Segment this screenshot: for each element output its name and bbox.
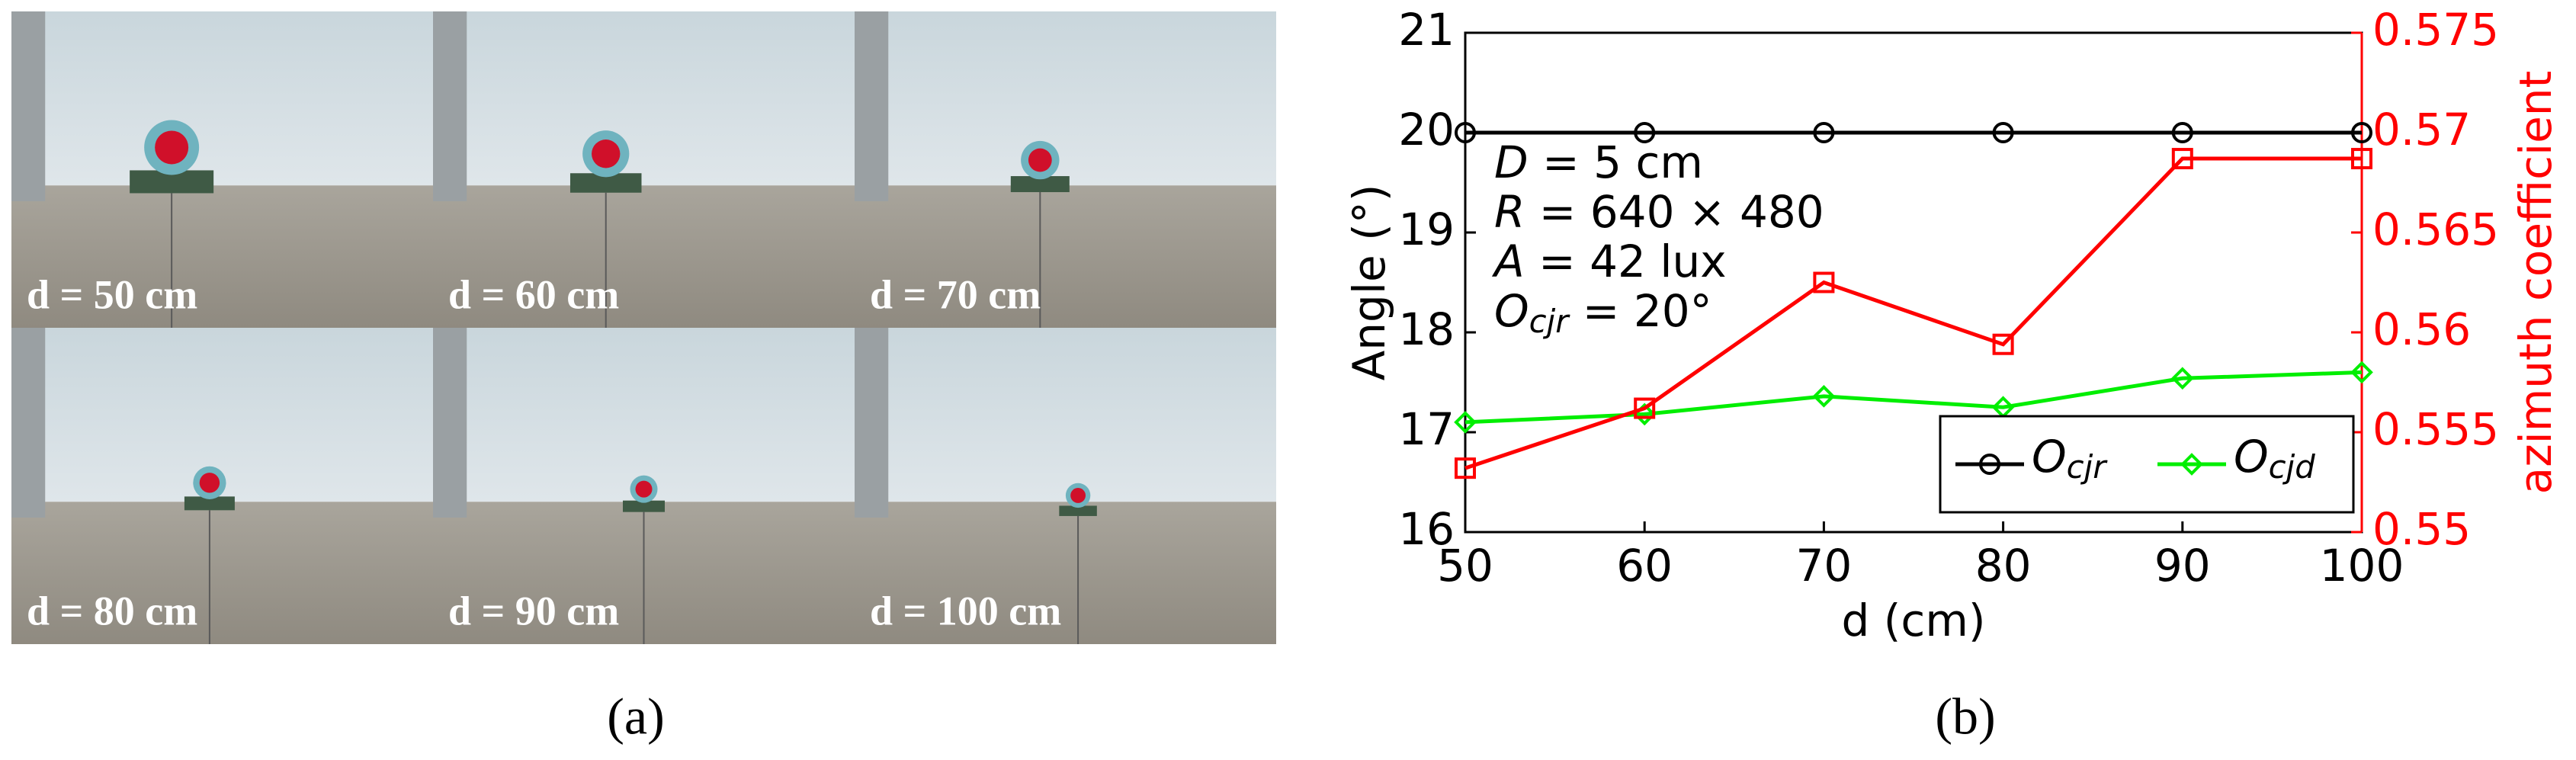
target-dot bbox=[199, 473, 220, 493]
annotation: R = 640 × 480 bbox=[1494, 186, 1824, 238]
chart: 50 60 70 80 90 100 16 17 18 19 20 21 0.55 0.555 0.56 0.… bbox=[1343, 4, 2562, 746]
legend-label: Ocjr bbox=[2032, 431, 2108, 485]
series bbox=[1454, 361, 2373, 434]
target-base bbox=[184, 496, 235, 511]
photo-floor bbox=[11, 502, 433, 644]
photo-side bbox=[11, 328, 46, 518]
series bbox=[1455, 122, 2372, 143]
photo-label: d = 50 cm bbox=[27, 271, 197, 317]
marker bbox=[2171, 148, 2193, 170]
photo: d = 80 cm bbox=[11, 328, 433, 644]
target-dot bbox=[1070, 488, 1086, 503]
photo-floor bbox=[855, 502, 1276, 644]
series bbox=[1455, 148, 2372, 479]
marker bbox=[2351, 148, 2372, 170]
photo-floor bbox=[433, 185, 855, 328]
photo-side bbox=[11, 11, 46, 201]
photo-wall bbox=[855, 328, 1276, 502]
x-tick-label: 80 bbox=[1975, 540, 2032, 592]
photo-label: d = 100 cm bbox=[870, 588, 1061, 633]
y2-axis-label: azimuth coefficient bbox=[2510, 71, 2562, 495]
marker bbox=[1992, 122, 2014, 143]
photo-side bbox=[433, 11, 467, 201]
photo-wall bbox=[433, 328, 855, 502]
marker bbox=[1454, 411, 1477, 434]
annotation: D = 5 cm bbox=[1494, 136, 1703, 188]
marker bbox=[1812, 385, 1836, 408]
photo-floor bbox=[11, 185, 433, 328]
photo-wall bbox=[433, 11, 855, 186]
photo-label: d = 80 cm bbox=[27, 588, 197, 633]
x-tick-label: 70 bbox=[1795, 540, 1852, 592]
y-tick-label: 18 bbox=[1398, 303, 1455, 355]
marker bbox=[2170, 367, 2194, 390]
panel-label: (a) bbox=[607, 688, 664, 746]
legend-marker bbox=[1979, 454, 2000, 475]
x-axis-label: d (cm) bbox=[1842, 595, 1986, 646]
y-tick-label: 20 bbox=[1398, 104, 1455, 156]
photo: d = 100 cm bbox=[855, 328, 1276, 644]
marker bbox=[1813, 122, 1835, 143]
y-tick-label: 19 bbox=[1398, 204, 1455, 255]
x-tick-label: 100 bbox=[2320, 540, 2404, 592]
legend-label: Ocjd bbox=[2234, 431, 2315, 485]
y-axis-label: Angle (°) bbox=[1343, 184, 1395, 381]
y2-tick-label: 0.57 bbox=[2372, 104, 2471, 156]
photo-floor bbox=[855, 185, 1276, 328]
photo-side bbox=[433, 328, 467, 518]
annotation: Ocjr = 20° bbox=[1494, 285, 1712, 339]
y-tick-label: 21 bbox=[1398, 4, 1455, 56]
annotation: A = 42 lux bbox=[1491, 236, 1727, 287]
photo-side bbox=[855, 11, 889, 201]
x-tick-label: 60 bbox=[1616, 540, 1673, 592]
legend-marker bbox=[2180, 453, 2203, 476]
marker bbox=[2171, 122, 2193, 143]
photo-wall bbox=[855, 11, 1276, 186]
x-tick-label: 90 bbox=[2154, 540, 2211, 592]
marker bbox=[1455, 457, 1476, 479]
y-tick-label: 17 bbox=[1398, 403, 1455, 455]
photo: d = 50 cm bbox=[11, 11, 433, 328]
y2-tick-label: 0.55 bbox=[2372, 503, 2471, 555]
marker bbox=[2350, 361, 2373, 384]
target-dot bbox=[592, 139, 621, 168]
marker bbox=[1455, 122, 1476, 143]
target-base bbox=[1010, 176, 1070, 193]
y-tick-label: 16 bbox=[1398, 503, 1455, 555]
target-base bbox=[623, 500, 665, 512]
y2-tick-label: 0.56 bbox=[2372, 303, 2471, 355]
y2-tick-label: 0.565 bbox=[2372, 204, 2499, 255]
target-base bbox=[1059, 505, 1097, 516]
target-dot bbox=[635, 480, 653, 498]
y2-tick-label: 0.575 bbox=[2372, 4, 2499, 56]
series-line bbox=[1464, 156, 2362, 470]
photo: d = 70 cm bbox=[855, 11, 1276, 328]
photo-side bbox=[855, 328, 889, 518]
photo-label: d = 70 cm bbox=[870, 271, 1041, 317]
photo: d = 60 cm bbox=[433, 11, 855, 328]
photo-grid: d = 50 cm d = 60 cm d = 70 cm d = 80 cm d = … bbox=[11, 11, 1276, 644]
marker bbox=[1634, 397, 1656, 419]
marker bbox=[1634, 122, 1656, 143]
series-line bbox=[1464, 370, 2363, 425]
y2-tick-label: 0.555 bbox=[2372, 403, 2499, 455]
marker bbox=[1813, 271, 1835, 293]
target-dot bbox=[155, 130, 189, 165]
photo: d = 90 cm bbox=[433, 328, 855, 644]
panel-label: (b) bbox=[1935, 688, 1995, 746]
photo-label: d = 90 cm bbox=[448, 588, 619, 633]
photo-wall bbox=[11, 11, 433, 186]
legend: Ocjr Ocjd bbox=[1939, 415, 2355, 514]
marker bbox=[1992, 333, 2014, 355]
photo-label: d = 60 cm bbox=[448, 271, 619, 317]
marker bbox=[2351, 122, 2372, 143]
x-tick-label: 50 bbox=[1437, 540, 1493, 592]
target-dot bbox=[1028, 148, 1052, 172]
